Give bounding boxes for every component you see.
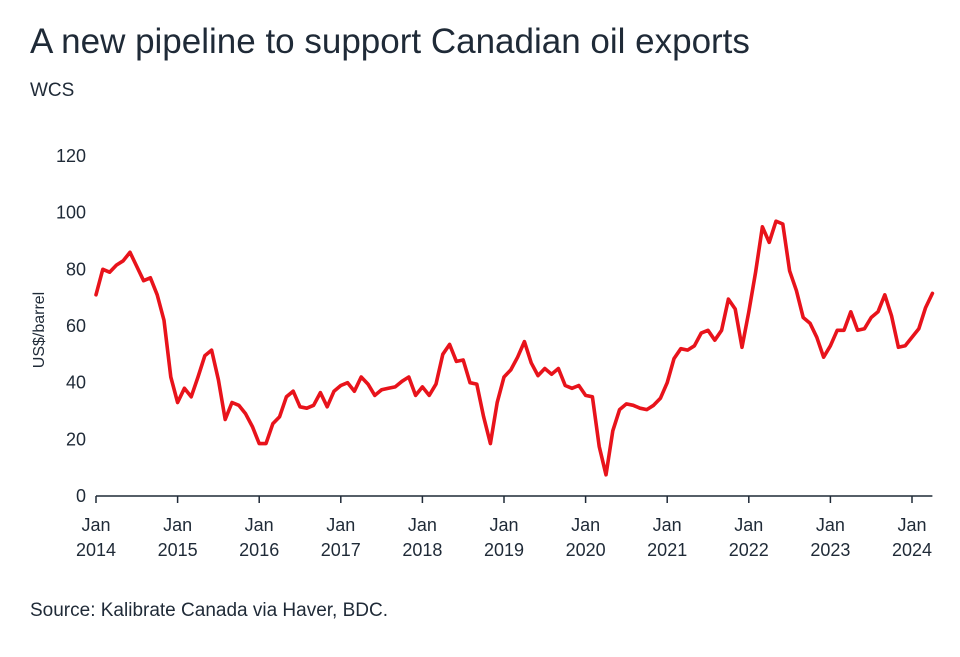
y-tick-label: 80 xyxy=(66,259,86,279)
y-tick-label: 100 xyxy=(56,203,86,223)
x-tick-label-month: Jan xyxy=(734,515,763,535)
x-tick-label-year: 2021 xyxy=(647,540,687,560)
source-note: Source: Kalibrate Canada via Haver, BDC. xyxy=(30,600,389,621)
x-tick-label-year: 2015 xyxy=(158,540,198,560)
x-tick-label-month: Jan xyxy=(653,515,682,535)
x-tick-label-month: Jan xyxy=(245,515,274,535)
chart-subtitle: WCS xyxy=(30,80,75,101)
y-tick-label: 40 xyxy=(66,373,86,393)
x-tick-label-year: 2024 xyxy=(892,540,932,560)
y-tick-label: 0 xyxy=(76,486,86,506)
y-tick-label: 120 xyxy=(56,146,86,166)
x-tick-label-year: 2016 xyxy=(239,540,279,560)
wcs-price-line xyxy=(94,219,935,477)
x-tick-label-month: Jan xyxy=(897,515,926,535)
x-tick-label-year: 2019 xyxy=(484,540,524,560)
x-tick-label-month: Jan xyxy=(571,515,600,535)
x-axis: Jan 2014 Jan 2015 Jan 2016 Jan 2017 Jan 2018 Jan 20… xyxy=(76,495,933,560)
chart-title: A new pipeline to support Canadian oil e… xyxy=(30,22,750,61)
x-tick-label-month: Jan xyxy=(163,515,192,535)
series-group xyxy=(94,219,935,477)
x-tick-label-month: Jan xyxy=(816,515,845,535)
x-tick-label-year: 2022 xyxy=(729,540,769,560)
x-tick-label-month: Jan xyxy=(408,515,437,535)
y-tick-label: 60 xyxy=(66,316,86,336)
x-tick-label-month: Jan xyxy=(326,515,355,535)
x-tick-label-year: 2014 xyxy=(76,540,116,560)
y-axis-ticks: 0 20 40 60 80 100 120 xyxy=(56,146,86,506)
x-tick-label-month: Jan xyxy=(81,515,110,535)
x-tick-label-month: Jan xyxy=(489,515,518,535)
x-tick-label-year: 2017 xyxy=(321,540,361,560)
y-axis-label: US$/barrel xyxy=(31,292,48,368)
x-tick-label-year: 2023 xyxy=(810,540,850,560)
y-tick-label: 20 xyxy=(66,429,86,449)
x-tick-label-year: 2020 xyxy=(566,540,606,560)
x-tick-label-year: 2018 xyxy=(402,540,442,560)
